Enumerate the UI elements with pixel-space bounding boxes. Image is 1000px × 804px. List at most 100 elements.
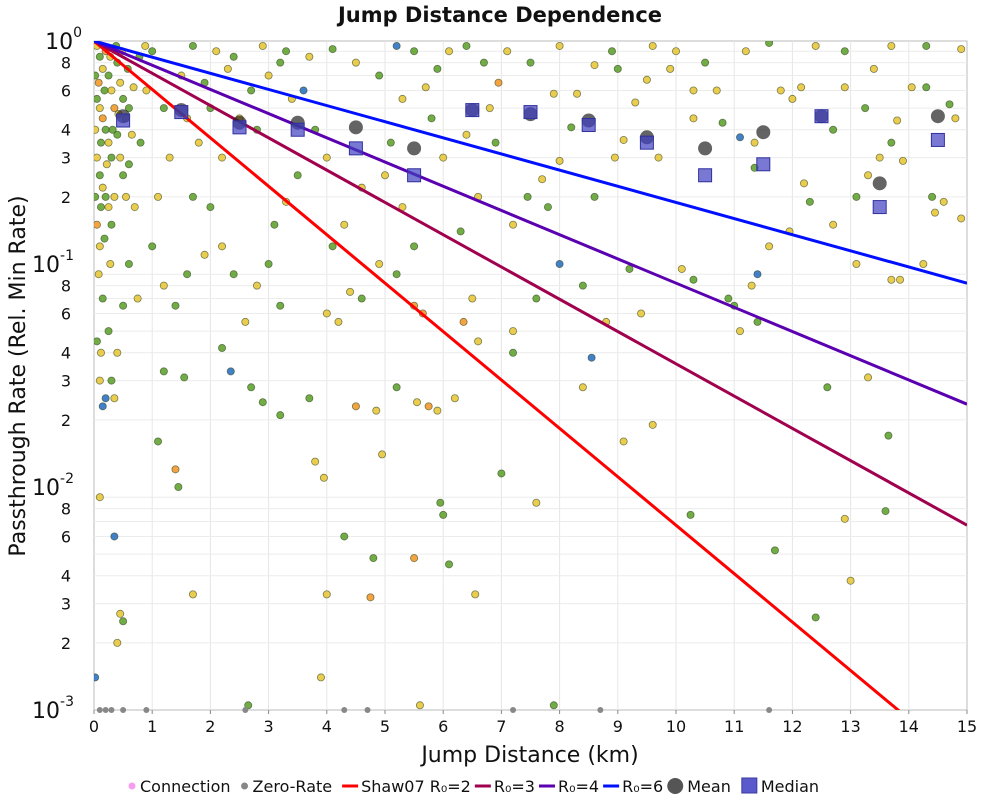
connection-point (776, 86, 785, 95)
y-tick-label: 3 (61, 595, 71, 614)
connection-point (328, 242, 337, 251)
connection-point (672, 47, 681, 56)
x-tick-label: 0 (89, 717, 99, 736)
y-tick-label: 2 (61, 411, 71, 430)
connection-point (270, 220, 279, 229)
connection-point (532, 294, 541, 303)
connection-point (94, 125, 100, 134)
median-marker (639, 135, 654, 150)
connection-point (666, 64, 675, 73)
connection-point (750, 138, 759, 147)
y-tick-label: 3 (61, 149, 71, 168)
connection-point (107, 220, 116, 229)
connection-point (887, 41, 896, 50)
connection-point (509, 220, 518, 229)
connection-point (340, 220, 349, 229)
connection-point (124, 160, 133, 169)
mean-marker (348, 120, 363, 135)
zero-rate-point (597, 707, 604, 713)
connection-point (322, 309, 331, 318)
connection-point (549, 89, 558, 98)
connection-point (94, 270, 103, 279)
connection-point (322, 153, 331, 162)
connection-point (148, 47, 157, 56)
connection-point (712, 86, 721, 95)
legend-swatch-mean (667, 778, 684, 794)
connection-point (98, 183, 107, 192)
connection-point (322, 590, 331, 599)
connection-point (567, 123, 576, 132)
connection-point (247, 86, 256, 95)
connection-point (893, 116, 902, 125)
connection-point (94, 337, 101, 346)
connection-point (410, 47, 419, 56)
connection-point (171, 301, 180, 310)
connection-point (555, 156, 564, 165)
connection-point (686, 510, 695, 519)
connection-point (369, 554, 378, 563)
connection-point (110, 394, 119, 403)
connection-point (677, 264, 686, 273)
median-marker (174, 105, 189, 120)
connection-point (159, 104, 168, 113)
connection-point (247, 383, 256, 392)
connection-point (424, 402, 433, 411)
connection-point (578, 383, 587, 392)
connection-point (462, 130, 471, 139)
connection-point (95, 171, 104, 180)
connection-point (305, 394, 314, 403)
connection-point (94, 153, 101, 162)
connection-point (957, 45, 966, 54)
connection-point (741, 47, 750, 56)
connection-point (840, 83, 849, 92)
connection-point (104, 138, 113, 147)
connection-point (174, 482, 183, 491)
connection-point (930, 208, 939, 217)
connection-point (869, 64, 878, 73)
legend: Connection Zero-Rate Shaw07 R₀=2 R₀=3 R₀=4 R₀… (128, 777, 819, 796)
y-tick-label: 4 (61, 121, 71, 140)
connection-point (276, 411, 285, 420)
connection-point (631, 98, 640, 107)
connection-point (119, 94, 128, 103)
connection-point (104, 203, 113, 212)
connection-point (218, 344, 227, 353)
y-tick-label: 2 (61, 188, 71, 207)
connection-point (928, 192, 937, 201)
connection-point (421, 83, 430, 92)
connection-point (133, 294, 142, 303)
connection-point (366, 593, 375, 602)
connection-point (129, 83, 138, 92)
connection-point (392, 41, 401, 50)
connection-point (590, 192, 599, 201)
connection-point (101, 192, 110, 201)
x-tick-label: 8 (555, 717, 565, 736)
connection-point (218, 242, 227, 251)
connection-point (305, 52, 314, 61)
connection-point (96, 348, 105, 357)
connection-point (386, 138, 395, 147)
connection-point (413, 398, 422, 407)
connection-point (94, 78, 103, 87)
mean-marker (756, 125, 771, 140)
connection-point (142, 86, 151, 95)
y-tick-label: 4 (61, 344, 71, 363)
connection-point (701, 58, 710, 67)
x-tick-label: 15 (957, 717, 977, 736)
connection-point (829, 220, 838, 229)
connection-point (840, 47, 849, 56)
connection-point (532, 498, 541, 507)
legend-swatch-connection (128, 782, 136, 790)
connection-point (229, 270, 238, 279)
connection-point (648, 41, 657, 50)
connection-point (130, 203, 139, 212)
legend-label: R₀=3 (494, 777, 535, 796)
connection-point (212, 47, 221, 56)
zero-rate-point (102, 707, 109, 713)
connection-point (861, 104, 870, 113)
y-tick-label: 8 (61, 277, 71, 296)
connection-point (328, 45, 337, 54)
connection-point (689, 114, 698, 123)
connection-point (549, 701, 558, 710)
connection-point (372, 406, 381, 415)
